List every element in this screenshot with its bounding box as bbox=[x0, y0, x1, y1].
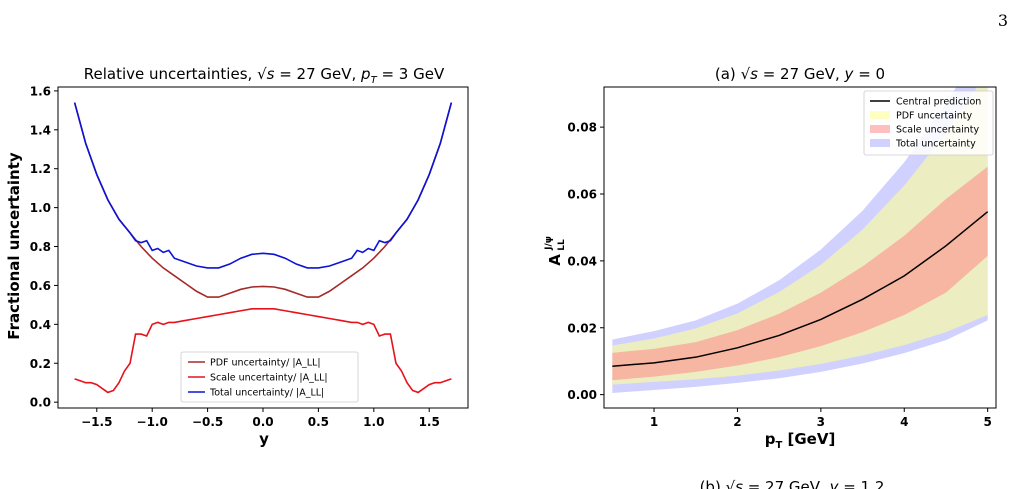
right-plot-frame bbox=[603, 86, 997, 409]
left-ytick-label: 0.0 bbox=[30, 396, 51, 410]
scale-uncertainty-band bbox=[612, 166, 988, 381]
right-y-axis: 0.00 0.02 0.04 0.06 0.08 bbox=[567, 121, 604, 402]
left-plot-series bbox=[73, 102, 453, 394]
legend-label-total-band: Total uncertainty bbox=[895, 139, 976, 150]
left-legend-box bbox=[180, 351, 359, 403]
right-plot-series bbox=[612, 87, 989, 393]
right-ytick-label: 0.02 bbox=[567, 321, 597, 335]
left-xtick-label: −0.5 bbox=[192, 415, 223, 429]
right-xtick-label: 4 bbox=[900, 415, 908, 429]
central-prediction-line bbox=[612, 211, 989, 367]
series-line-scale bbox=[74, 307, 452, 394]
left-legend: PDF uncertainty/ |A_LL| Scale uncertaint… bbox=[180, 351, 359, 403]
legend-label-central: Central prediction bbox=[896, 97, 981, 108]
right-xtick-label: 2 bbox=[733, 415, 741, 429]
left-xtick-label: −1.0 bbox=[137, 415, 168, 429]
legend-swatch-scale-band bbox=[870, 125, 890, 133]
right-xtick-label: 3 bbox=[817, 415, 825, 429]
left-ytick-label: 1.2 bbox=[30, 162, 51, 176]
left-y-axis-label: Fractional uncertainty bbox=[5, 152, 23, 340]
right-xtick-label: 5 bbox=[983, 415, 991, 429]
legend-swatch-pdf-band bbox=[870, 111, 890, 119]
left-chart: Relative uncertainties, √s = 27 GeV, pT … bbox=[5, 65, 469, 448]
left-ytick-label: 0.8 bbox=[30, 240, 51, 254]
left-x-axis-label: y bbox=[259, 430, 269, 448]
svg-text:J/ψ: J/ψ bbox=[544, 236, 554, 251]
left-ytick-label: 0.6 bbox=[30, 279, 51, 293]
series-line-total bbox=[73, 102, 453, 269]
right-xtick-label: 1 bbox=[650, 415, 658, 429]
left-x-axis: −1.5 −1.0 −0.5 0.0 0.5 1.0 1.5 bbox=[81, 408, 440, 429]
right-legend-box bbox=[863, 90, 994, 156]
legend-label-pdf-band: PDF uncertainty bbox=[896, 111, 972, 122]
right-chart-title: (a) √s = 27 GeV, y = 0 bbox=[715, 65, 885, 83]
right-x-axis-label: pT [GeV] bbox=[765, 430, 836, 451]
right-x-axis: 1 2 3 4 5 bbox=[650, 408, 992, 429]
svg-text:A: A bbox=[546, 254, 564, 266]
series-line-pdf bbox=[73, 102, 453, 298]
left-xtick-label: 0.0 bbox=[252, 415, 273, 429]
left-chart-title: Relative uncertainties, √s = 27 GeV, pT … bbox=[84, 65, 445, 86]
svg-text:LL: LL bbox=[557, 239, 567, 251]
legend-swatch-total-band bbox=[870, 139, 890, 147]
left-ytick-label: 1.0 bbox=[30, 201, 51, 215]
right-legend: Central prediction PDF uncertainty Scale… bbox=[863, 90, 994, 156]
left-ytick-label: 1.6 bbox=[30, 84, 51, 98]
left-xtick-label: −1.5 bbox=[81, 415, 112, 429]
left-xtick-label: 1.5 bbox=[419, 415, 440, 429]
page-number: 3 bbox=[998, 11, 1008, 30]
legend-label-total: Total uncertainty/ |A_LL| bbox=[209, 388, 324, 399]
right-ytick-label: 0.06 bbox=[567, 188, 597, 202]
legend-label-scale: Scale uncertainty/ |A_LL| bbox=[210, 373, 328, 384]
legend-label-scale-band: Scale uncertainty bbox=[896, 125, 980, 136]
caption-b: (b) √s = 27 GeV, y = 1.2 bbox=[700, 478, 885, 489]
left-xtick-label: 1.0 bbox=[363, 415, 384, 429]
legend-label-pdf: PDF uncertainty/ |A_LL| bbox=[210, 358, 321, 369]
right-ytick-label: 0.04 bbox=[567, 254, 597, 268]
left-ytick-label: 0.4 bbox=[30, 318, 51, 332]
right-ytick-label: 0.00 bbox=[567, 388, 597, 402]
left-xtick-label: 0.5 bbox=[308, 415, 329, 429]
right-y-axis-label: A J/ψ LL bbox=[544, 236, 567, 266]
left-y-axis: 0.0 0.2 0.4 0.6 0.8 1.0 1.2 1.4 1.6 bbox=[30, 84, 58, 410]
right-ytick-label: 0.08 bbox=[567, 121, 597, 135]
left-ytick-label: 0.2 bbox=[30, 357, 51, 371]
left-ytick-label: 1.4 bbox=[30, 123, 51, 137]
